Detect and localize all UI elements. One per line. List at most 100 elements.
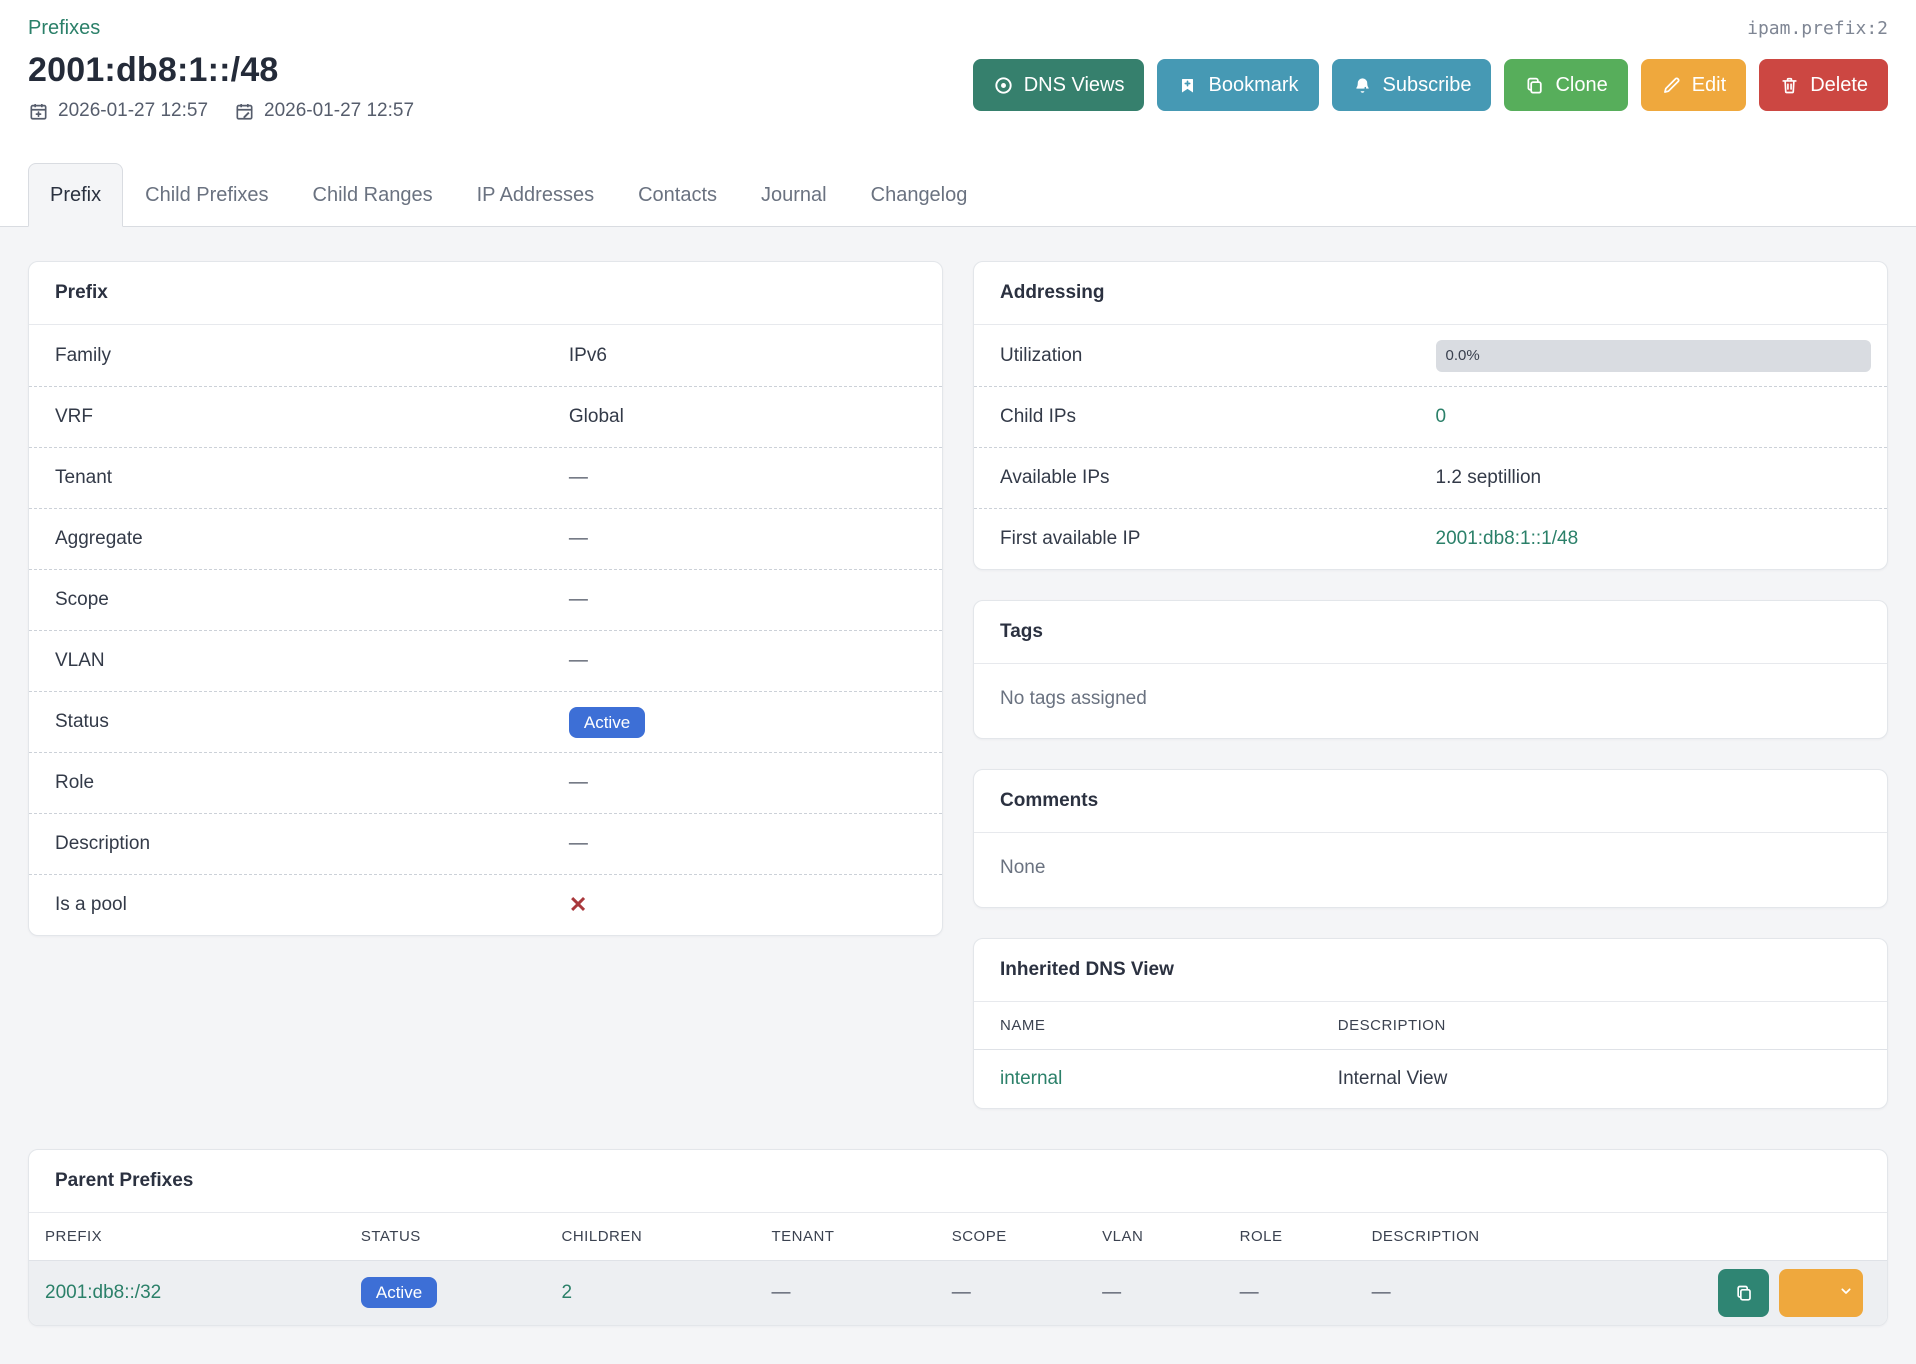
row-edit-button[interactable] [1779, 1268, 1829, 1317]
header-actions: DNS Views Bookmark Subscribe Clone Edit Delet… [972, 59, 1888, 111]
timestamps: 2026-01-27 12:57 2026-01-27 12:57 [28, 98, 1888, 124]
created-timestamp: 2026-01-27 12:57 [28, 98, 208, 124]
children-count-link[interactable]: 2 [561, 1281, 573, 1303]
utilization-bar: 0.0% [1435, 339, 1871, 372]
parent-prefixes-title: Parent Prefixes [29, 1150, 1887, 1213]
attr-row-vrf: VRF Global [29, 386, 942, 447]
bookmark-button[interactable]: Bookmark [1157, 59, 1319, 111]
attr-label: Role [55, 772, 95, 793]
page-title: 2001:db8:1::/48 [28, 51, 279, 89]
attr-label: Status [55, 711, 109, 732]
tags-card-title: Tags [974, 601, 1887, 664]
child-ips-link[interactable]: 0 [1435, 406, 1447, 427]
first-available-ip-link[interactable]: 2001:db8:1::1/48 [1435, 528, 1579, 549]
bookmark-plus-icon [1177, 75, 1198, 96]
trash-icon [1779, 75, 1800, 96]
comments-empty-text: None [1000, 857, 1046, 878]
tab-child-ranges[interactable]: Child Ranges [312, 184, 433, 206]
attr-value-text: Global [568, 406, 624, 427]
clone-button[interactable]: Clone [1504, 59, 1628, 111]
attr-row-tenant: Tenant — [29, 447, 942, 508]
edit-button[interactable]: Edit [1640, 59, 1747, 111]
empty-dash: — [568, 467, 588, 488]
empty-dash: — [568, 589, 588, 610]
parent-col-description: DESCRIPTION [1355, 1213, 1697, 1261]
attr-row-first-available-ip: First available IP 2001:db8:1::1/48 [974, 508, 1887, 569]
attr-label: First available IP [1000, 528, 1141, 549]
parent-prefix-link[interactable]: 2001:db8::/32 [45, 1281, 162, 1303]
parent-prefix-row: 2001:db8::/32 Active 2 — — — — — [29, 1260, 1887, 1325]
inherited-dns-view-table: NAME DESCRIPTION internal Internal View [974, 1002, 1887, 1108]
attr-label: VLAN [55, 650, 105, 671]
dns-views-button[interactable]: DNS Views [972, 59, 1145, 111]
attr-row-is-a-pool: Is a pool ✕ [29, 874, 942, 935]
delete-button[interactable]: Delete [1759, 59, 1888, 111]
subscribe-button[interactable]: Subscribe [1331, 59, 1492, 111]
empty-dash: — [1102, 1281, 1122, 1303]
parent-col-children: CHILDREN [545, 1213, 756, 1261]
dns-view-name-link[interactable]: internal [1000, 1068, 1063, 1089]
empty-dash: — [568, 528, 588, 549]
tab-bar: Prefix Child Prefixes Child Ranges IP Addre… [0, 163, 1916, 227]
attr-label: Scope [55, 589, 109, 610]
tab-changelog[interactable]: Changelog [870, 184, 968, 206]
inherited-dns-view-title: Inherited DNS View [974, 939, 1887, 1002]
empty-dash: — [1239, 1281, 1259, 1303]
eye-icon [993, 75, 1014, 96]
status-badge: Active [360, 1277, 438, 1309]
attr-value-text: 1.2 septillion [1435, 467, 1542, 488]
prefix-card: Prefix Family IPv6 VRF Global Tenant — Aggrega… [28, 261, 943, 936]
attr-row-status: Status Active [29, 691, 942, 752]
tags-empty-text: No tags assigned [1000, 688, 1147, 709]
tab-journal[interactable]: Journal [761, 184, 827, 206]
comments-card-title: Comments [974, 770, 1887, 833]
tab-contacts[interactable]: Contacts [638, 184, 718, 206]
parent-col-tenant: TENANT [755, 1213, 936, 1261]
attr-label: Available IPs [1000, 467, 1110, 488]
content-area: Prefix Family IPv6 VRF Global Tenant — Aggrega… [0, 227, 1916, 1364]
prefix-card-title: Prefix [29, 262, 942, 325]
attr-row-description: Description — [29, 813, 942, 874]
copy-icon [1734, 1283, 1754, 1303]
updated-timestamp: 2026-01-27 12:57 [234, 98, 414, 124]
row-clone-button[interactable] [1718, 1268, 1769, 1317]
status-badge: Active [568, 706, 646, 738]
tags-card: Tags No tags assigned [973, 600, 1888, 739]
tab-prefix[interactable]: Prefix [28, 163, 124, 227]
attr-row-vlan: VLAN — [29, 630, 942, 691]
inherited-dns-view-card: Inherited DNS View NAME DESCRIPTION intern… [973, 938, 1888, 1109]
breadcrumb[interactable]: Prefixes [28, 17, 101, 39]
attr-label: Utilization [1000, 344, 1083, 366]
row-edit-dropdown-button[interactable] [1829, 1268, 1863, 1317]
attr-label: Child IPs [1000, 406, 1077, 427]
created-value: 2026-01-27 12:57 [58, 100, 209, 121]
comments-card: Comments None [973, 769, 1888, 908]
tab-child-prefixes[interactable]: Child Prefixes [145, 184, 269, 206]
attr-row-available-ips: Available IPs 1.2 septillion [974, 447, 1887, 508]
attr-label: VRF [55, 406, 93, 427]
attr-label: Tenant [55, 467, 113, 488]
dns-view-row: internal Internal View [974, 1050, 1887, 1109]
attr-label: Is a pool [55, 894, 127, 915]
calendar-edit-icon [234, 101, 255, 122]
parent-col-actions [1697, 1213, 1887, 1261]
attr-label: Aggregate [55, 528, 143, 549]
row-edit-split-button [1779, 1268, 1863, 1317]
attr-row-role: Role — [29, 752, 942, 813]
false-x-icon: ✕ [568, 892, 588, 917]
empty-dash: — [951, 1281, 971, 1303]
parent-prefixes-card: Parent Prefixes PREFIX STATUS CHILDREN TENA… [28, 1149, 1888, 1326]
empty-dash: — [1371, 1281, 1391, 1303]
utilization-value: 0.0% [1445, 347, 1480, 364]
addressing-card-title: Addressing [974, 262, 1887, 325]
dns-col-name: NAME [974, 1002, 1312, 1050]
empty-dash: — [771, 1281, 791, 1303]
dns-view-description: Internal View [1337, 1068, 1448, 1089]
dns-col-description: DESCRIPTION [1311, 1002, 1887, 1050]
empty-dash: — [568, 833, 588, 854]
calendar-plus-icon [28, 101, 49, 122]
parent-col-role: ROLE [1223, 1213, 1356, 1261]
parent-prefixes-table: PREFIX STATUS CHILDREN TENANT SCOPE VLAN ROLE D… [29, 1213, 1887, 1325]
tab-ip-addresses[interactable]: IP Addresses [476, 184, 595, 206]
parent-col-prefix: PREFIX [29, 1213, 345, 1261]
